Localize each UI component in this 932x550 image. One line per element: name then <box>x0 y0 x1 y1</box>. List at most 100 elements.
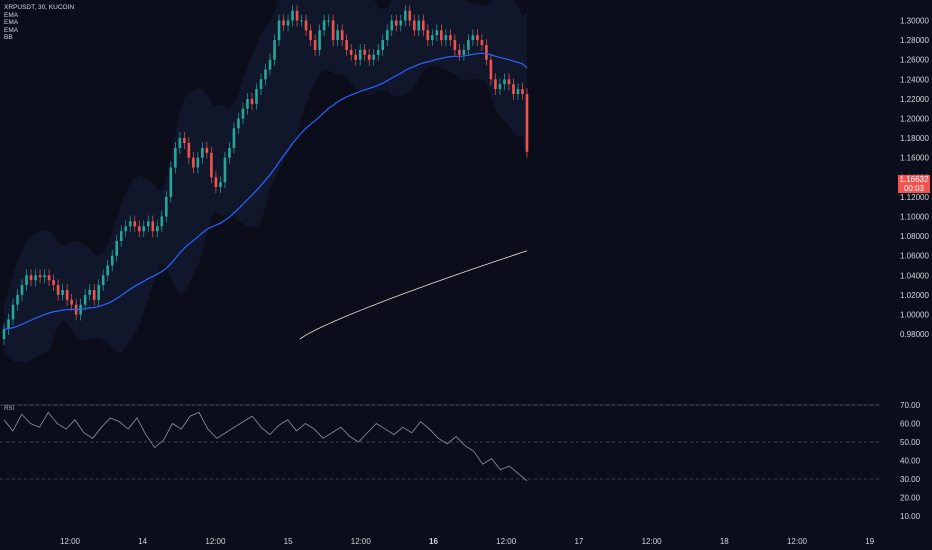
candle-body <box>7 319 10 330</box>
candle-body <box>385 30 389 41</box>
candle-body <box>115 241 119 256</box>
price-tick-label: 1.02000 <box>900 291 929 300</box>
legend-ema-3[interactable]: EMA <box>4 26 19 34</box>
time-tick-label: 12:00 <box>642 537 663 546</box>
candle-body <box>462 49 466 55</box>
bollinger-band-fill <box>4 0 527 363</box>
candle-body <box>422 20 425 31</box>
candle-body <box>376 49 380 55</box>
candle-body <box>47 275 51 281</box>
candle-body <box>340 30 344 41</box>
candle-body <box>106 265 109 276</box>
candle-body <box>358 49 362 60</box>
price-tick-label: 1.10000 <box>900 213 929 222</box>
candle-body <box>444 35 448 41</box>
candle-body <box>498 84 502 90</box>
candle-body <box>480 40 484 45</box>
candle-body <box>363 49 366 55</box>
candle-body <box>70 299 73 305</box>
candle-body <box>426 30 430 41</box>
time-tick-label: 12:00 <box>787 537 808 546</box>
candle-body <box>521 89 524 94</box>
rsi-tick-label: 60.00 <box>900 420 921 429</box>
time-axis[interactable]: 12:00 14 12:00 15 12:00 16 12:00 17 12:00 18 12:00… <box>60 537 875 546</box>
legend-ema-2[interactable]: EMA <box>4 19 19 27</box>
price-tick-label: 1.30000 <box>900 17 929 26</box>
candle-body <box>151 221 155 232</box>
candle-body <box>399 20 403 26</box>
day-tick-label: 18 <box>720 537 729 546</box>
candle-body <box>408 10 412 21</box>
legend-ema-1[interactable]: EMA <box>4 11 19 19</box>
candle-body <box>228 147 231 158</box>
candle-body <box>255 89 258 104</box>
candle-body <box>110 255 114 266</box>
candle-body <box>83 294 87 305</box>
candle-body <box>187 143 191 158</box>
candle-body <box>431 35 434 41</box>
candle-body <box>165 196 168 217</box>
day-tick-label: 19 <box>865 537 874 546</box>
candle-body <box>38 275 42 278</box>
candle-body <box>381 40 385 50</box>
rsi-line <box>3 411 528 482</box>
price-tick-label: 1.22000 <box>900 95 929 104</box>
candle-body <box>291 10 294 21</box>
last-price-tag: 1.16632 00:03 <box>898 175 930 193</box>
ema-line-blue <box>3 52 528 330</box>
candle-body <box>65 290 69 300</box>
candle-body <box>192 157 195 168</box>
candle-body <box>160 216 164 227</box>
candle-body <box>403 10 407 21</box>
candle-body <box>237 118 240 129</box>
last-price-value: 1.16632 <box>899 175 929 184</box>
candle-body <box>282 20 285 26</box>
bar-countdown: 00:03 <box>903 184 925 193</box>
rsi-axis[interactable]: 70.00 60.00 50.00 40.00 30.00 20.00 10.00 <box>900 401 921 521</box>
candle-body <box>435 30 439 36</box>
candle-body <box>494 79 497 90</box>
candle-body <box>503 79 506 85</box>
legend-bb[interactable]: BB <box>4 34 13 42</box>
candle-body <box>354 54 357 60</box>
candle-body <box>52 280 55 286</box>
candle-body <box>489 59 493 80</box>
candle-body <box>250 98 254 104</box>
price-tick-label: 1.24000 <box>900 75 929 84</box>
candle-body <box>174 147 177 168</box>
candle-body <box>349 49 353 55</box>
day-tick-label: 16 <box>429 537 438 546</box>
candle-body <box>507 79 511 85</box>
candle-body <box>142 226 146 232</box>
day-tick-label: 14 <box>138 537 147 546</box>
candle-body <box>417 20 421 31</box>
candle-body <box>516 89 520 94</box>
candle-body <box>512 84 515 94</box>
candle-body <box>137 226 141 232</box>
candle-body <box>219 182 222 188</box>
candle-body <box>11 304 15 320</box>
candle-body <box>124 226 128 232</box>
candle-body <box>246 98 249 109</box>
price-tick-label: 1.16000 <box>900 154 929 163</box>
candle-body <box>205 147 209 153</box>
rsi-tick-label: 70.00 <box>900 401 921 410</box>
time-tick-label: 12:00 <box>60 537 81 546</box>
symbol-title[interactable]: XRPUSDT, 30, KUCOIN <box>4 4 75 11</box>
candle-body <box>146 221 150 227</box>
candle-body <box>29 275 33 281</box>
price-tick-label: 1.06000 <box>900 252 929 261</box>
price-tick-label: 1.12000 <box>900 193 929 202</box>
candle-body <box>128 221 132 227</box>
candle-body <box>56 285 60 295</box>
candle-body <box>300 20 303 22</box>
rsi-tick-label: 40.00 <box>900 457 921 466</box>
candle-body <box>476 35 479 41</box>
candle-body <box>286 20 290 26</box>
candle-body <box>133 221 137 227</box>
ema-line-white <box>299 250 528 340</box>
candle-body <box>367 54 371 60</box>
candle-body <box>169 167 173 197</box>
rsi-pane-title[interactable]: RSI <box>4 406 15 412</box>
